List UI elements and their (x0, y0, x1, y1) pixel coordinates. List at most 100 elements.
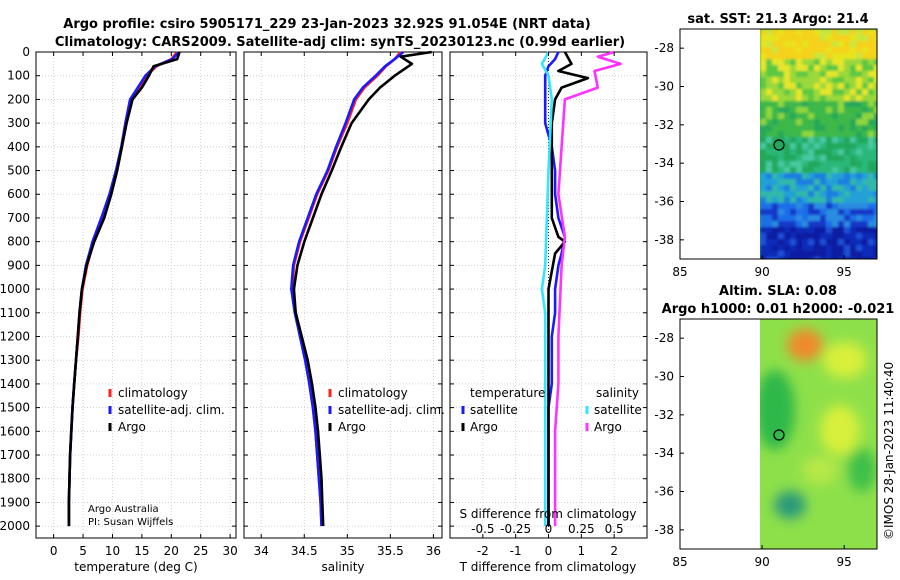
sst-pixel (850, 47, 857, 54)
sst-pixel (874, 83, 877, 90)
sst-pixel (820, 233, 827, 240)
sst-pixel (784, 161, 791, 168)
sst-pixel (808, 155, 815, 162)
sst-pixel (856, 65, 863, 72)
sst-pixel (778, 95, 785, 102)
sst-pixel (874, 185, 877, 192)
sst-pixel (868, 251, 875, 258)
legend-label-satellite-adj: satellite-adj. clim. (118, 403, 225, 417)
sst-pixel (850, 131, 857, 138)
sst-pixel (874, 29, 877, 36)
sst-pixel (760, 233, 767, 240)
sst-pixel (832, 233, 839, 240)
sst-pixel (766, 95, 773, 102)
sst-pixel (802, 71, 809, 78)
sst-pixel (874, 179, 877, 186)
sst-pixel (766, 35, 773, 42)
sst-pixel (850, 137, 857, 144)
sla-yellow-blob (823, 342, 867, 378)
sst-pixel (820, 35, 827, 42)
sst-pixel (796, 167, 803, 174)
sst-pixel (862, 29, 869, 36)
sst-pixel (766, 89, 773, 96)
sst-pixel (820, 239, 827, 246)
sst-pixel (856, 83, 863, 90)
sst-pixel (766, 173, 773, 180)
y-tick-label: 600 (7, 187, 30, 201)
sst-pixel (796, 203, 803, 210)
sst-pixel (820, 227, 827, 234)
sst-pixel (868, 125, 875, 132)
sla-high-blob (787, 329, 823, 361)
sst-pixel (760, 95, 767, 102)
sst-pixel (874, 209, 877, 216)
sst-pixel (784, 137, 791, 144)
sst-pixel (844, 155, 851, 162)
sst-pixel (808, 167, 815, 174)
sst-pixel (814, 215, 821, 222)
sst-pixel (844, 191, 851, 198)
sst-pixel (832, 215, 839, 222)
sst-pixel (796, 107, 803, 114)
sst-pixel (862, 101, 869, 108)
x-tick-label: 35.5 (377, 544, 404, 558)
sst-pixel (772, 83, 779, 90)
sst-pixel (802, 167, 809, 174)
sst-pixel (838, 215, 845, 222)
s-diff-tick-label: 0 (545, 522, 553, 536)
sst-pixel (874, 191, 877, 198)
sst-pixel (838, 95, 845, 102)
sst-pixel (832, 143, 839, 150)
sst-pixel (862, 53, 869, 60)
sst-pixel (790, 65, 797, 72)
sst-pixel (844, 119, 851, 126)
sst-pixel (862, 173, 869, 180)
sst-pixel (820, 119, 827, 126)
sst-pixel (832, 35, 839, 42)
sst-pixel (772, 245, 779, 252)
sst-pixel (814, 83, 821, 90)
sst-pixel (778, 185, 785, 192)
sst-pixel (820, 251, 827, 258)
y-tick-label: 300 (7, 116, 30, 130)
sst-pixel (838, 59, 845, 66)
sst-pixel (856, 245, 863, 252)
sst-pixel (820, 83, 827, 90)
sst-pixel (766, 161, 773, 168)
sst-pixel (784, 35, 791, 42)
sst-pixel (814, 77, 821, 84)
sst-pixel (772, 251, 779, 258)
sst-pixel (772, 65, 779, 72)
series-line-argo (67, 51, 181, 527)
sst-pixel (814, 227, 821, 234)
credit-institution: Argo Australia (88, 504, 159, 515)
sst-pixel (826, 161, 833, 168)
sst-pixel (790, 41, 797, 48)
sst-pixel (802, 95, 809, 102)
sst-pixel (856, 95, 863, 102)
sst-pixel (790, 257, 797, 259)
sst-pixel (844, 167, 851, 174)
sst-pixel (820, 29, 827, 36)
sst-pixel (862, 71, 869, 78)
sst-pixel (784, 179, 791, 186)
sst-pixel (760, 131, 767, 138)
sst-pixel (844, 95, 851, 102)
sst-pixel (814, 161, 821, 168)
difference-panel: -2 -1 0 1 2 -0.5 -0.25 0 0.25 0.5 T difference fr… (449, 50, 648, 574)
sst-pixel (802, 83, 809, 90)
x-tick-label: 34.5 (291, 544, 318, 558)
sst-pixel (808, 221, 815, 228)
y-tick-label: 800 (7, 235, 30, 249)
sst-pixel (820, 59, 827, 66)
sla-mid-blob (802, 456, 838, 484)
sst-pixel (796, 137, 803, 144)
sst-pixel (802, 131, 809, 138)
sst-pixel (784, 227, 791, 234)
sst-pixel (844, 125, 851, 132)
sst-pixel (844, 221, 851, 228)
sst-pixel (796, 113, 803, 120)
legend-label-sal-argo: Argo (594, 420, 622, 434)
difference-legend: temperature satellite Argo salinity sate… (461, 386, 642, 434)
sst-pixel (790, 119, 797, 126)
